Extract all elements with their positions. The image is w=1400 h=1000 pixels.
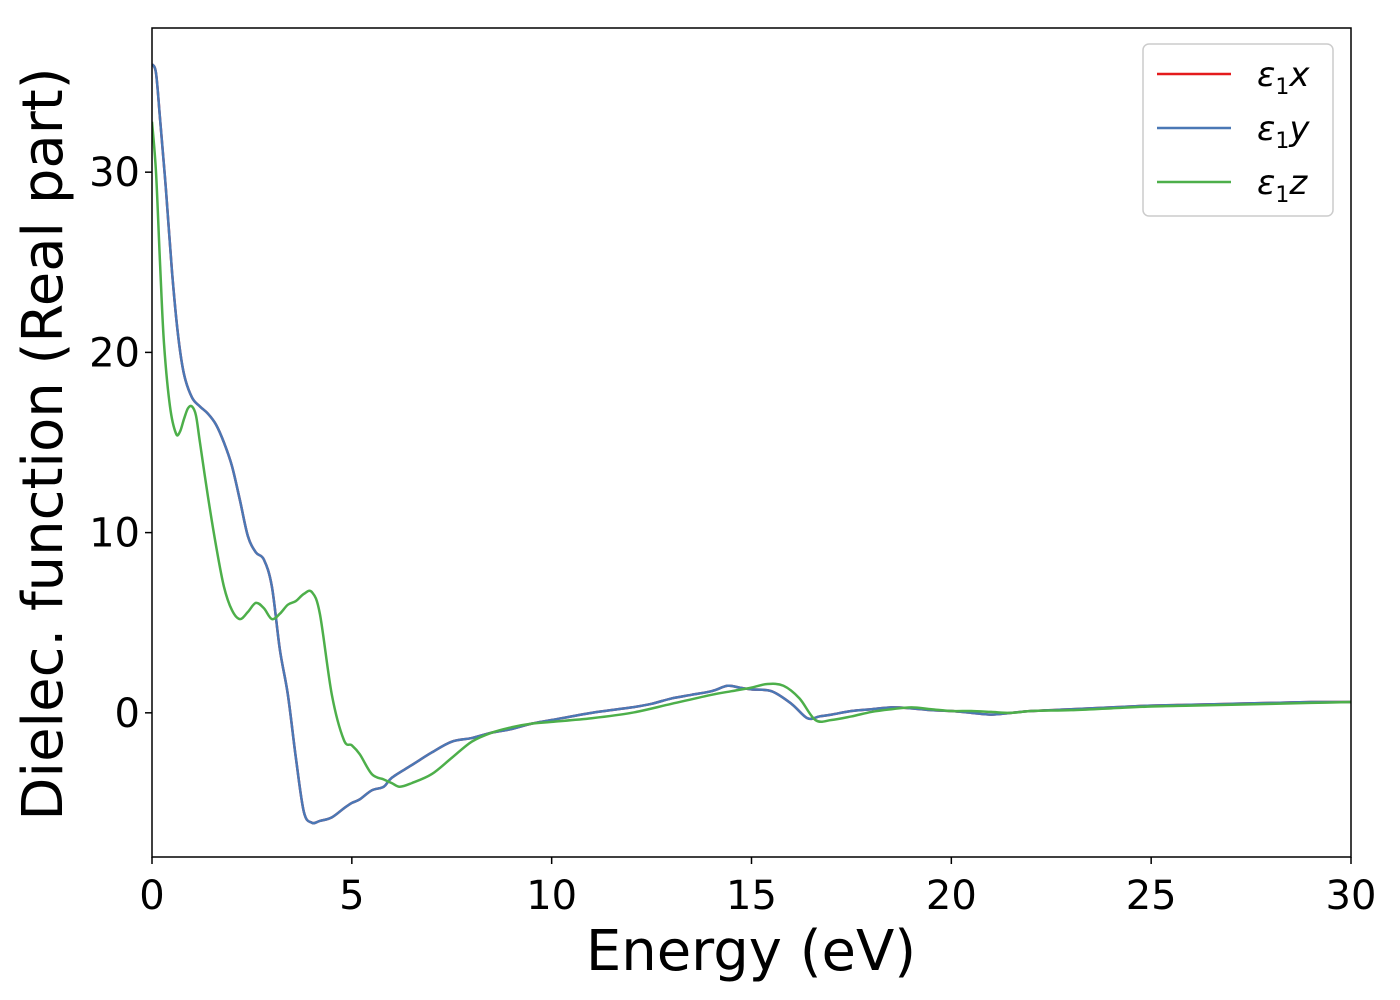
x-axis-title: Energy (eV) [586,919,916,984]
x-tick-label: 5 [339,873,364,919]
series-line-z [152,121,1351,788]
x-tick-label: 25 [1126,873,1177,919]
x-tick-label: 10 [526,873,577,919]
x-axis: 0 5 10 15 20 25 30 [139,857,1376,919]
y-tick-label: 0 [115,691,140,737]
y-tick-label: 30 [89,150,140,196]
legend: ε1x ε1y ε1z [1142,43,1334,217]
x-tick-label: 20 [926,873,977,919]
legend-label-z: ε1z [1257,163,1308,208]
y-tick-label: 20 [89,330,140,376]
y-tick-label: 10 [89,511,140,557]
x-tick-label: 30 [1326,873,1377,919]
x-tick-label: 0 [139,873,164,919]
legend-box [1142,43,1334,217]
legend-label-x: ε1x [1257,55,1310,100]
legend-label-y: ε1y [1257,109,1310,154]
x-tick-label: 15 [726,873,777,919]
y-axis: 0 10 20 30 [89,150,152,737]
y-axis-title: Dielec. function (Real part) [11,67,76,820]
series-layer [152,63,1351,825]
